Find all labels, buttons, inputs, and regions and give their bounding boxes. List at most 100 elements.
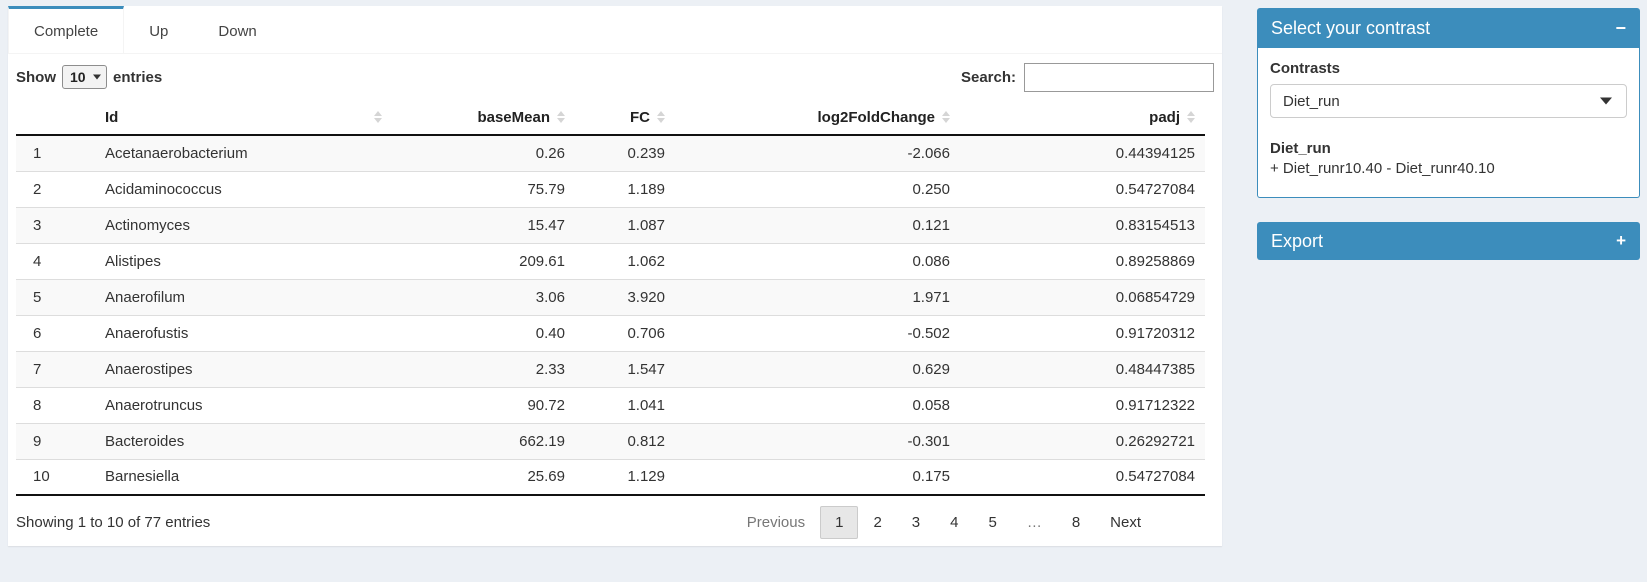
- previous-page-button[interactable]: Previous: [746, 514, 806, 531]
- cell-fc: 1.547: [627, 360, 665, 378]
- cell-basemean: 15.47: [527, 216, 565, 234]
- cell-index: 2: [33, 180, 42, 198]
- cell-id: Acidaminococcus: [105, 180, 222, 198]
- page-button-3[interactable]: 3: [911, 514, 921, 531]
- table-row[interactable]: 5 Anaerofilum 3.06 3.920 1.971 0.06854729: [16, 279, 1205, 315]
- tab-up[interactable]: Up: [124, 6, 193, 53]
- contrast-panel: Select your contrast − Contrasts Diet_ru…: [1257, 8, 1640, 198]
- expand-plus-icon[interactable]: +: [1616, 231, 1626, 250]
- cell-id: Acetanaerobacterium: [105, 144, 248, 162]
- tab-complete-label: Complete: [34, 22, 99, 40]
- column-header-index: [16, 100, 90, 136]
- sort-icon: [556, 111, 565, 123]
- contrasts-select-value: Diet_run: [1283, 92, 1340, 110]
- cell-fc: 1.041: [627, 396, 665, 414]
- page-length-control: Show 10 entries: [16, 65, 162, 89]
- cell-basemean: 90.72: [527, 396, 565, 414]
- cell-basemean: 0.26: [535, 144, 565, 162]
- search-input[interactable]: [1024, 62, 1214, 92]
- cell-fc: 1.189: [627, 180, 665, 198]
- table-row[interactable]: 1 Acetanaerobacterium 0.26 0.239 -2.066 0.443…: [16, 135, 1205, 171]
- contrast-detail: Diet_run + Diet_runr10.40 - Diet_runr40.…: [1270, 139, 1627, 179]
- cell-id: Actinomyces: [105, 216, 191, 234]
- page-button-8[interactable]: 8: [1071, 514, 1081, 531]
- column-padj-label: padj: [1149, 108, 1180, 126]
- table-container: Show 10 entries Search:: [8, 54, 1222, 547]
- sort-icon: [656, 111, 665, 123]
- cell-index: 4: [33, 252, 42, 270]
- collapse-minus-icon[interactable]: −: [1615, 18, 1626, 38]
- cell-id: Bacteroides: [105, 432, 185, 450]
- contrasts-label: Contrasts: [1270, 60, 1341, 77]
- cell-padj: 0.83154513: [1115, 216, 1195, 234]
- cell-id: Barnesiella: [105, 468, 180, 486]
- next-page-button[interactable]: Next: [1110, 514, 1141, 531]
- cell-log2foldchange: -0.502: [907, 324, 950, 342]
- table-row[interactable]: 7 Anaerostipes 2.33 1.547 0.629 0.48447385: [16, 351, 1205, 387]
- table-footer: Showing 1 to 10 of 77 entries Previous 1…: [16, 506, 1214, 539]
- column-header-fc[interactable]: FC: [575, 100, 675, 136]
- table-row[interactable]: 3 Actinomyces 15.47 1.087 0.121 0.83154513: [16, 207, 1205, 243]
- table-row[interactable]: 8 Anaerotruncus 90.72 1.041 0.058 0.91712322: [16, 387, 1205, 423]
- export-panel-header[interactable]: Export +: [1257, 222, 1640, 260]
- cell-fc: 1.062: [627, 252, 665, 270]
- page-ellipsis: …: [1026, 514, 1042, 531]
- cell-index: 6: [33, 324, 42, 342]
- cell-log2foldchange: -0.301: [907, 432, 950, 450]
- column-fc-label: FC: [630, 108, 650, 126]
- cell-log2foldchange: 0.121: [912, 216, 950, 234]
- cell-index: 1: [33, 144, 42, 162]
- cell-basemean: 3.06: [535, 288, 565, 306]
- table-row[interactable]: 10 Barnesiella 25.69 1.129 0.175 0.54727084: [16, 459, 1205, 495]
- sort-icon: [941, 111, 950, 123]
- pagination-pages: 1 2 3 4 5 … 8: [820, 506, 1095, 539]
- column-header-id[interactable]: Id: [90, 100, 390, 136]
- cell-log2foldchange: 0.629: [912, 360, 950, 378]
- cell-basemean: 75.79: [527, 180, 565, 198]
- cell-id: Anaerofustis: [105, 324, 189, 342]
- table-info: Showing 1 to 10 of 77 entries: [16, 514, 211, 531]
- column-header-log2foldchange[interactable]: log2FoldChange: [675, 100, 960, 136]
- table-row[interactable]: 9 Bacteroides 662.19 0.812 -0.301 0.26292721: [16, 423, 1205, 459]
- cell-log2foldchange: 0.086: [912, 252, 950, 270]
- show-label: Show: [16, 68, 56, 86]
- column-header-basemean[interactable]: baseMean: [390, 100, 575, 136]
- cell-log2foldchange: -2.066: [907, 144, 950, 162]
- results-table: Id baseMean FC: [16, 100, 1205, 496]
- tab-down[interactable]: Down: [193, 6, 281, 53]
- page-button-4[interactable]: 4: [950, 514, 959, 531]
- cell-index: 8: [33, 396, 42, 414]
- cell-padj: 0.26292721: [1115, 432, 1195, 450]
- table-row[interactable]: 6 Anaerofustis 0.40 0.706 -0.502 0.91720312: [16, 315, 1205, 351]
- search-label: Search:: [960, 68, 1016, 86]
- results-box: Complete Up Down Show 10 e: [8, 6, 1222, 546]
- page-button-5[interactable]: 5: [988, 514, 997, 531]
- cell-padj: 0.48447385: [1115, 360, 1195, 378]
- tab-complete[interactable]: Complete: [8, 6, 125, 53]
- table-header-row: Id baseMean FC: [16, 100, 1205, 136]
- cell-fc: 3.920: [627, 288, 665, 306]
- contrasts-select[interactable]: Diet_run: [1270, 84, 1627, 118]
- cell-basemean: 25.69: [527, 468, 565, 486]
- cell-log2foldchange: 0.175: [912, 468, 950, 486]
- cell-basemean: 209.61: [519, 252, 565, 270]
- cell-id: Anaerotruncus: [105, 396, 203, 414]
- cell-padj: 0.89258869: [1115, 252, 1195, 270]
- sort-icon: [373, 111, 382, 123]
- table-row[interactable]: 2 Acidaminococcus 75.79 1.189 0.250 0.5472708…: [16, 171, 1205, 207]
- tab-down-label: Down: [218, 22, 257, 40]
- cell-basemean: 0.40: [535, 324, 565, 342]
- table-row[interactable]: 4 Alistipes 209.61 1.062 0.086 0.89258869: [16, 243, 1205, 279]
- sort-icon: [1186, 111, 1195, 123]
- contrast-formula: + Diet_runr10.40 - Diet_runr40.10: [1270, 160, 1495, 177]
- cell-fc: 0.812: [627, 432, 665, 450]
- cell-index: 5: [33, 288, 42, 306]
- page-button-2[interactable]: 2: [873, 514, 882, 531]
- page-length-select[interactable]: 10: [62, 65, 107, 89]
- page-button-1[interactable]: 1: [820, 506, 859, 539]
- column-header-padj[interactable]: padj: [960, 100, 1205, 136]
- cell-index: 7: [33, 360, 42, 378]
- cell-padj: 0.91712322: [1115, 396, 1195, 414]
- cell-id: Anaerofilum: [105, 288, 186, 306]
